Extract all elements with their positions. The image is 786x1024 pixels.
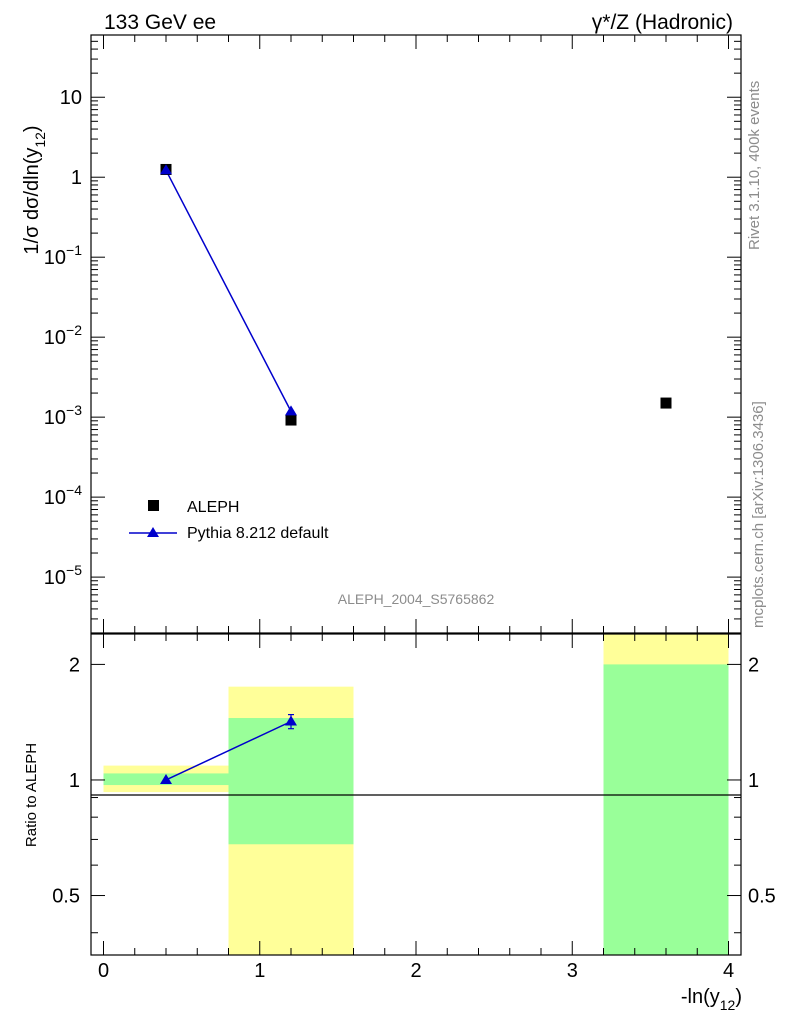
main-markers: [160, 163, 672, 426]
main-ytick-exp: −2: [66, 322, 82, 338]
main-y-axis-label: 1/σ dσ/dln(y12): [21, 125, 48, 254]
ratio-ytick-label: 1: [69, 770, 80, 792]
xtick-label: 3: [567, 960, 578, 982]
ratio-pythia-point: [160, 773, 172, 784]
main-ylabel-close: ): [21, 125, 43, 132]
xlabel-close: ): [735, 986, 742, 1008]
main-ytick-base: 10: [60, 87, 82, 109]
main-ytick-exp: −5: [66, 562, 82, 578]
title-left: 133 GeV ee: [104, 11, 216, 34]
mcplots-label: mcplots.cern.ch [arXiv:1306.3436]: [750, 401, 767, 628]
main-ytick-base: 10: [44, 247, 66, 269]
ratio-ticks: 2 2 1 1 0.5 0.5 0 1 2 3 4: [52, 634, 776, 982]
main-ytick-base: 10: [44, 567, 66, 589]
xtick-label: 1: [254, 960, 265, 982]
xlabel-text: -ln(y: [681, 986, 720, 1008]
main-ytick-label: 10: [60, 87, 82, 109]
main-ytick-label: 10−2: [44, 322, 82, 349]
ratio-ytick-label-right: 2: [748, 654, 759, 676]
ratio-markers: [160, 714, 297, 784]
rivet-label: Rivet 3.1.10, 400k events: [746, 81, 763, 250]
main-ylabel-sub: 12: [32, 132, 48, 148]
aleph-point: [660, 397, 672, 409]
main-frame: [90, 34, 742, 634]
legend-label-aleph: ALEPH: [187, 499, 239, 516]
xtick-label: 4: [723, 960, 734, 982]
pythia-point: [285, 405, 297, 416]
main-ytick-label: 10−4: [44, 482, 82, 509]
main-ytick-base: 10: [44, 327, 66, 349]
ratio-ytick-label-right: 1: [748, 770, 759, 792]
main-ytick-exp: −3: [66, 402, 82, 418]
xtick-label: 0: [98, 960, 109, 982]
ratio-pythia-line: [165, 720, 292, 781]
legend-marker-pythia: [147, 527, 159, 537]
x-axis-label: -ln(y12): [681, 986, 742, 1013]
ratio-ytick-label: 2: [69, 654, 80, 676]
pythia-point: [160, 164, 172, 175]
ratio-ytick-label: 0.5: [52, 886, 80, 908]
main-ylabel-text: 1/σ dσ/dln(y: [21, 148, 43, 255]
title-right: γ*/Z (Hadronic): [592, 11, 733, 34]
legend-marker-aleph: [148, 500, 159, 511]
ratio-panel: 2 21 10.5 0.50 1 2 3 4 Ratio to ALEPH -ln(y12): [23, 633, 776, 1013]
main-ytick-base: 10: [44, 487, 66, 509]
main-ytick-label: 10−1: [44, 242, 82, 269]
legend-label-pythia: Pythia 8.212 default: [187, 525, 329, 542]
main-ytick-exp: −4: [66, 482, 82, 498]
main-ytick-label: 10−3: [44, 402, 82, 429]
main-ytick-base: 1: [71, 167, 82, 189]
ratio-y-axis-label: Ratio to ALEPH: [23, 743, 40, 847]
main-ytick-label: 10−5: [44, 562, 82, 589]
analysis-label: ALEPH_2004_S5765862: [338, 591, 495, 607]
ratio-pythia-point: [285, 715, 297, 726]
pythia-line: [165, 169, 292, 412]
main-ytick-label: 1: [71, 167, 82, 189]
xtick-label: 2: [410, 960, 421, 982]
legend: ALEPH Pythia 8.212 default: [129, 499, 329, 542]
ratio-band-inner: [603, 664, 729, 955]
aleph-point: [285, 414, 297, 426]
main-ytick-base: 10: [44, 407, 66, 429]
ratio-ytick-label-right: 0.5: [748, 886, 776, 908]
main-ytick-exp: −1: [66, 242, 82, 258]
ratio-band-inner: [228, 718, 354, 845]
xlabel-sub: 12: [720, 997, 736, 1013]
